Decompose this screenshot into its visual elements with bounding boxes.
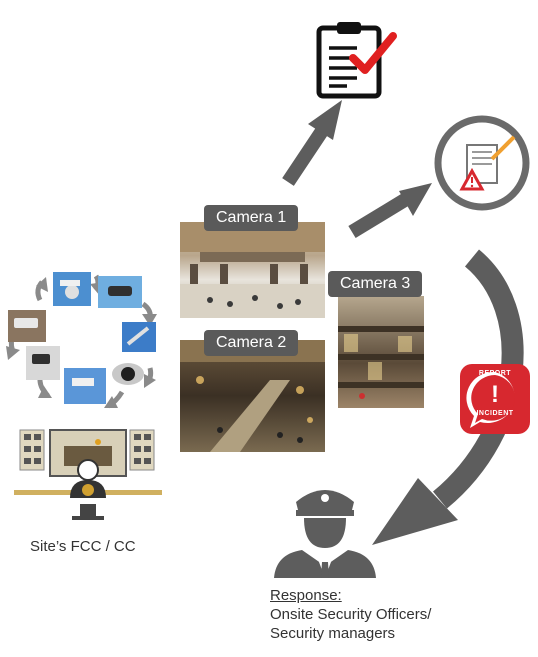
camera-1-label: Camera 1: [204, 205, 299, 231]
response-text: Response: Onsite Security Officers/ Secu…: [270, 586, 431, 643]
fcc-caption: Site’s FCC / CC: [30, 538, 136, 555]
arrow-to-checklist: [282, 100, 342, 186]
camera-3-label: Camera 3: [328, 271, 423, 297]
response-line-2: Security managers: [270, 625, 396, 642]
cctv-camera-icon: [26, 346, 60, 380]
badge-top-text: REPORT: [478, 370, 512, 377]
report-incident-badge-icon: REPORT ! INCIDENT: [458, 362, 532, 436]
cctv-camera-icons: [8, 272, 156, 404]
response-title: Response:: [270, 587, 342, 604]
warning-report-icon: [434, 115, 530, 211]
cctv-camera-icon: [53, 272, 91, 306]
cctv-camera-icon: [98, 276, 142, 308]
camera-2-feed: [180, 340, 325, 452]
badge-bottom-text: INCIDENT: [476, 410, 514, 417]
badge-exclamation: !: [491, 381, 499, 408]
cctv-camera-icon: [122, 322, 156, 352]
camera-3-feed: [338, 296, 424, 408]
response-line-1: Onsite Security Officers/: [270, 606, 432, 623]
camera-1-feed: [180, 222, 325, 318]
security-officer-icon: [274, 490, 376, 578]
clipboard-check-icon: [316, 22, 397, 99]
camera-loop-arrows: [6, 274, 157, 409]
cctv-camera-icon: [8, 310, 46, 342]
cctv-camera-icon: [112, 363, 144, 385]
camera-2-label: Camera 2: [204, 330, 299, 356]
cctv-camera-icon: [64, 368, 106, 404]
control-room-icon: [14, 429, 162, 520]
arrow-to-warning-report: [348, 183, 432, 238]
